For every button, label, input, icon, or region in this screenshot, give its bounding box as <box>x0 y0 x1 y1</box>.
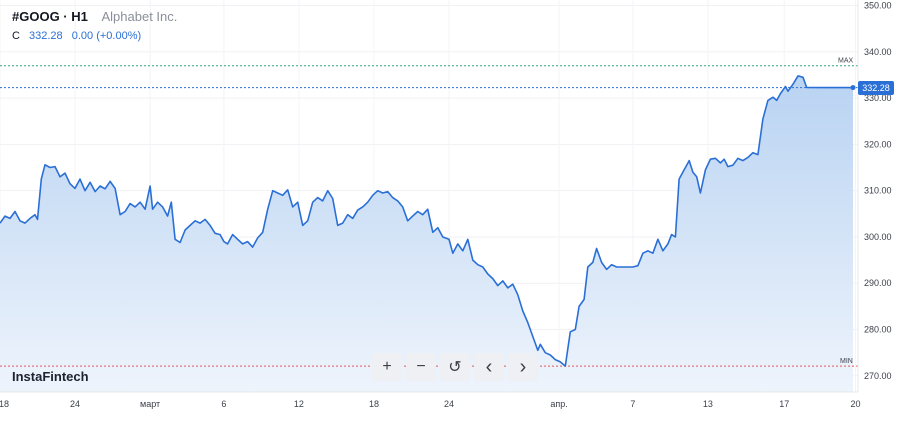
minus-icon: − <box>416 358 426 375</box>
last-price-tag: 332.28 <box>858 81 894 95</box>
plus-icon: + <box>382 358 392 375</box>
close-value: 332.28 <box>29 30 63 42</box>
y-tick-label: 320.00 <box>864 139 892 149</box>
reset-icon: ↺ <box>448 359 462 376</box>
x-tick-label: март <box>140 399 160 409</box>
min-label: MIN <box>840 358 853 365</box>
x-tick-label: апр. <box>550 399 567 409</box>
scroll-left-button[interactable]: ‹ <box>474 353 504 381</box>
chevron-right-icon: › <box>519 355 527 378</box>
zoom-out-button[interactable]: − <box>406 353 436 381</box>
y-tick-label: 290.00 <box>864 278 892 288</box>
y-tick-label: 340.00 <box>864 47 892 57</box>
chart-header: #GOOG · H1 Alphabet Inc. <box>12 9 177 24</box>
y-tick-label: 310.00 <box>864 186 892 196</box>
quote-line: C 332.28 0.00 (+0.00%) <box>12 30 141 42</box>
last-price-dot <box>850 85 856 91</box>
x-tick-label: 24 <box>444 399 454 409</box>
y-tick-label: 270.00 <box>864 371 892 381</box>
scroll-right-button[interactable]: › <box>508 353 538 381</box>
y-tick-label: 280.00 <box>864 325 892 335</box>
brand-logo: InstaFintech <box>12 369 89 384</box>
x-tick-label: 18 <box>0 399 9 409</box>
y-axis: 350.00 340.00 330.00 320.00 310.00 300.00 290.… <box>864 1 892 381</box>
x-tick-label: 20 <box>850 399 860 409</box>
ticker-symbol: #GOOG · H1 <box>12 9 88 24</box>
x-tick-label: 17 <box>779 399 789 409</box>
x-tick-label: 24 <box>70 399 80 409</box>
reset-button[interactable]: ↺ <box>440 353 470 381</box>
price-area-fill <box>0 75 853 393</box>
y-tick-label: 330.00 <box>864 93 892 103</box>
close-label: C <box>12 30 20 42</box>
x-tick-label: 13 <box>703 399 713 409</box>
price-change: 0.00 (+0.00%) <box>71 30 142 42</box>
x-tick-label: 6 <box>221 399 226 409</box>
x-tick-label: 18 <box>369 399 379 409</box>
chart-toolbar: + − ↺ ‹ › <box>372 353 538 381</box>
y-tick-label: 300.00 <box>864 232 892 242</box>
x-tick-label: 7 <box>630 399 635 409</box>
max-label: MAX <box>838 58 854 65</box>
chevron-left-icon: ‹ <box>485 355 493 378</box>
zoom-in-button[interactable]: + <box>372 353 402 381</box>
x-tick-label: 12 <box>294 399 304 409</box>
company-name: Alphabet Inc. <box>101 9 178 24</box>
x-axis: 18 24 март 6 12 18 24 апр. 7 13 17 20 <box>0 399 861 409</box>
price-line-series <box>0 75 853 367</box>
y-tick-label: 350.00 <box>864 1 892 11</box>
